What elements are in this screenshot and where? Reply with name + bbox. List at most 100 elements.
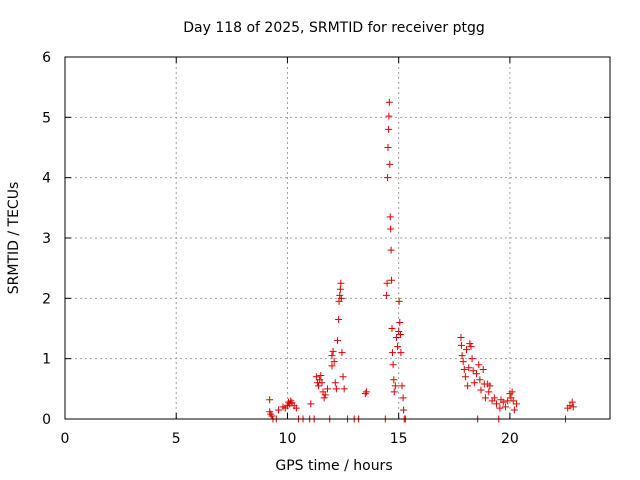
data-point bbox=[457, 334, 465, 342]
data-point bbox=[392, 334, 400, 342]
data-point bbox=[334, 337, 341, 345]
x-axis-label: GPS time / hours bbox=[275, 458, 392, 474]
y-tick-label: 5 bbox=[42, 110, 51, 126]
data-point bbox=[486, 382, 494, 390]
data-point bbox=[323, 385, 331, 393]
data-point bbox=[337, 279, 345, 287]
data-point bbox=[387, 225, 395, 233]
data-point bbox=[395, 328, 403, 336]
data-point bbox=[396, 331, 404, 339]
data-point bbox=[568, 398, 576, 406]
data-point bbox=[330, 358, 338, 366]
data-point bbox=[328, 352, 336, 360]
data-point bbox=[477, 386, 485, 394]
data-point bbox=[385, 98, 393, 106]
y-axis-label: SRMTID / TECUs bbox=[6, 182, 22, 295]
data-point bbox=[384, 144, 392, 151]
data-point bbox=[266, 396, 274, 404]
data-point bbox=[336, 291, 344, 299]
data-point bbox=[275, 406, 283, 414]
data-point bbox=[337, 294, 345, 302]
data-point bbox=[464, 382, 472, 390]
data-point bbox=[467, 343, 475, 351]
data-point bbox=[388, 276, 396, 284]
x-tick-label: 20 bbox=[501, 431, 519, 447]
data-point bbox=[468, 355, 476, 363]
data-point bbox=[485, 388, 493, 396]
data-point bbox=[320, 394, 328, 402]
data-point bbox=[332, 385, 340, 393]
y-tick-label: 0 bbox=[42, 412, 51, 428]
data-point bbox=[458, 352, 466, 360]
data-point bbox=[469, 367, 477, 375]
y-tick-label: 4 bbox=[42, 171, 51, 187]
data-point bbox=[493, 400, 501, 408]
data-point bbox=[329, 347, 337, 355]
data-point bbox=[386, 213, 394, 221]
data-point bbox=[382, 291, 390, 299]
data-point bbox=[391, 382, 399, 390]
plot-frame bbox=[64, 56, 611, 420]
data-point bbox=[268, 412, 276, 420]
data-point bbox=[389, 361, 397, 369]
data-point bbox=[490, 394, 498, 402]
data-point bbox=[397, 349, 405, 357]
data-point bbox=[510, 406, 518, 414]
data-point bbox=[460, 366, 468, 374]
x-tick-label: 5 bbox=[172, 431, 181, 447]
data-point bbox=[463, 346, 471, 354]
data-point bbox=[315, 382, 323, 390]
data-point bbox=[396, 318, 404, 326]
data-point bbox=[399, 394, 407, 402]
data-point bbox=[331, 379, 339, 387]
data-point bbox=[387, 246, 395, 254]
data-point bbox=[501, 403, 509, 411]
data-point bbox=[466, 340, 474, 348]
data-point bbox=[321, 391, 329, 399]
x-tick-label: 15 bbox=[390, 431, 408, 447]
data-point bbox=[457, 341, 465, 349]
data-point bbox=[328, 362, 336, 370]
data-point bbox=[338, 349, 346, 357]
data-point bbox=[395, 297, 403, 305]
data-point bbox=[336, 285, 344, 293]
data-point bbox=[470, 379, 478, 387]
data-point bbox=[384, 174, 392, 182]
data-point bbox=[508, 388, 516, 396]
data-point bbox=[267, 410, 275, 418]
data-point bbox=[459, 358, 467, 366]
data-point bbox=[400, 406, 408, 414]
data-point bbox=[385, 125, 393, 133]
data-point bbox=[390, 388, 398, 396]
y-tick-label: 1 bbox=[42, 352, 51, 368]
data-point bbox=[388, 349, 396, 357]
data-point bbox=[513, 400, 521, 408]
data-point bbox=[398, 382, 406, 390]
data-point bbox=[394, 343, 402, 351]
grid bbox=[65, 57, 610, 419]
y-tick-label: 2 bbox=[42, 291, 51, 307]
data-point bbox=[386, 160, 394, 168]
data-point bbox=[307, 400, 315, 408]
data-point bbox=[476, 376, 484, 384]
data-point bbox=[569, 403, 577, 411]
data-point bbox=[287, 397, 295, 405]
data-point bbox=[312, 373, 320, 381]
y-tick-label: 3 bbox=[42, 231, 51, 247]
chart-title: Day 118 of 2025, SRMTID for receiver ptg… bbox=[183, 20, 485, 36]
data-point bbox=[566, 402, 574, 410]
data-point bbox=[340, 385, 348, 393]
data-point bbox=[509, 397, 517, 405]
data-point bbox=[496, 404, 504, 412]
x-tick-label: 10 bbox=[279, 431, 297, 447]
data-point bbox=[390, 376, 398, 384]
data-point bbox=[461, 373, 469, 381]
data-point bbox=[479, 366, 487, 374]
data-point bbox=[318, 379, 326, 387]
y-tick-label: 6 bbox=[42, 50, 51, 66]
data-point bbox=[481, 394, 489, 402]
data-point bbox=[473, 370, 481, 378]
data-point bbox=[362, 388, 370, 396]
